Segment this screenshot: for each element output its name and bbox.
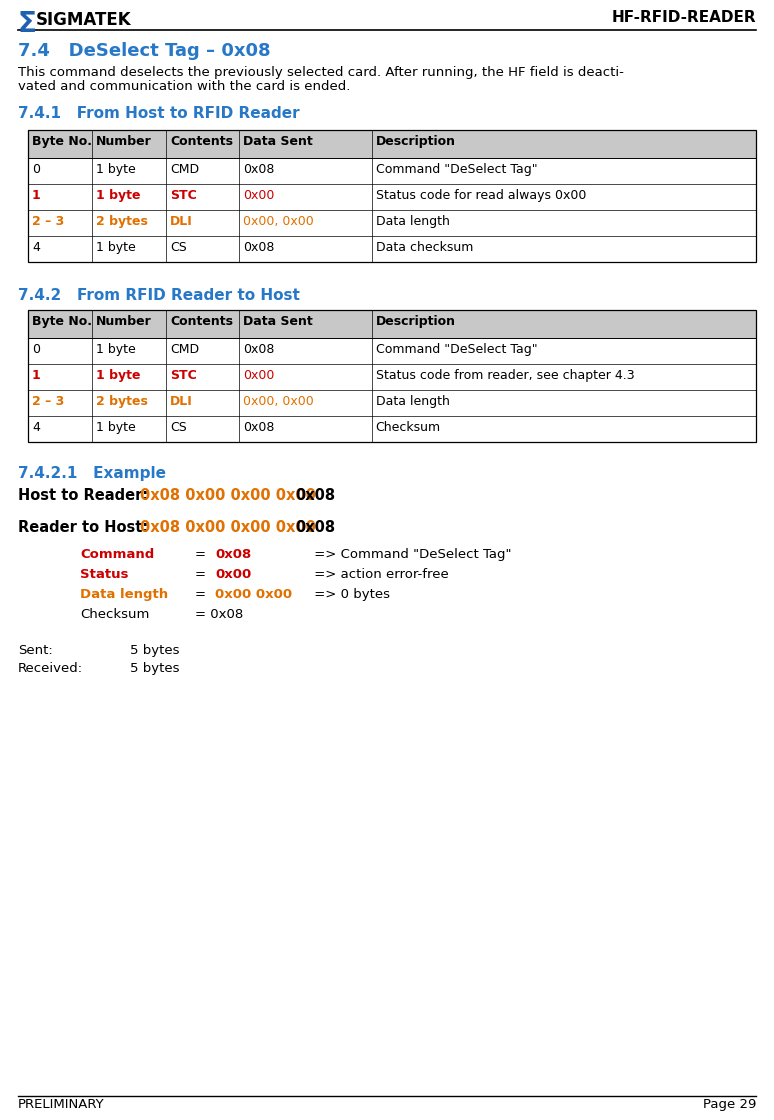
Text: 4: 4: [32, 421, 40, 435]
Text: Data Sent: Data Sent: [243, 136, 313, 148]
Text: 2 – 3: 2 – 3: [32, 215, 64, 228]
Text: 4: 4: [32, 241, 40, 254]
Text: 0x08: 0x08: [243, 343, 275, 356]
Text: 7.4.2   From RFID Reader to Host: 7.4.2 From RFID Reader to Host: [18, 288, 300, 304]
Text: SIGMATEK: SIGMATEK: [36, 11, 132, 29]
Text: Data length: Data length: [80, 588, 168, 601]
Bar: [28, 184, 756, 211]
Text: 0x08: 0x08: [295, 488, 335, 503]
Text: 0x00: 0x00: [243, 189, 275, 202]
Text: DLI: DLI: [170, 395, 193, 408]
Text: 0x00 0x00: 0x00 0x00: [215, 588, 292, 601]
Bar: [28, 130, 756, 262]
Text: 0x00, 0x00: 0x00, 0x00: [243, 395, 314, 408]
Text: 0x00: 0x00: [243, 368, 275, 382]
Text: Data Sent: Data Sent: [243, 315, 313, 328]
Text: This command deselects the previously selected card. After running, the HF field: This command deselects the previously se…: [18, 66, 624, 80]
Text: 1 byte: 1 byte: [96, 368, 141, 382]
Bar: [28, 390, 756, 416]
Text: Σ: Σ: [18, 10, 37, 38]
Text: Command "DeSelect Tag": Command "DeSelect Tag": [375, 164, 537, 176]
Text: 5 bytes: 5 bytes: [130, 644, 180, 657]
Text: =: =: [195, 588, 211, 601]
Text: =: =: [195, 548, 206, 561]
Text: vated and communication with the card is ended.: vated and communication with the card is…: [18, 80, 351, 93]
Bar: [28, 211, 756, 236]
Text: Host to Reader:: Host to Reader:: [18, 488, 149, 503]
Text: Status: Status: [80, 568, 128, 581]
Text: 0x08: 0x08: [243, 241, 275, 254]
Text: => 0 bytes: => 0 bytes: [310, 588, 390, 601]
Text: => Command "DeSelect Tag": => Command "DeSelect Tag": [310, 548, 512, 561]
Text: Number: Number: [96, 315, 152, 328]
Text: => action error-free: => action error-free: [310, 568, 449, 581]
Text: CS: CS: [170, 241, 187, 254]
Text: 0x08: 0x08: [243, 164, 275, 176]
Bar: [28, 338, 756, 364]
Bar: [28, 310, 756, 338]
Text: 2 bytes: 2 bytes: [96, 215, 148, 228]
Text: 2 bytes: 2 bytes: [96, 395, 148, 408]
Text: Number: Number: [96, 136, 152, 148]
Text: Sent:: Sent:: [18, 644, 53, 657]
Text: Checksum: Checksum: [375, 421, 440, 435]
Bar: [28, 236, 756, 262]
Text: 0x00: 0x00: [215, 568, 252, 581]
Text: Checksum: Checksum: [80, 608, 149, 620]
Bar: [28, 416, 756, 442]
Text: Received:: Received:: [18, 662, 83, 675]
Text: DLI: DLI: [170, 215, 193, 228]
Text: Data length: Data length: [375, 215, 450, 228]
Text: 0x08: 0x08: [215, 548, 252, 561]
Text: 1: 1: [32, 368, 41, 382]
Text: 0: 0: [32, 164, 40, 176]
Text: 0x00, 0x00: 0x00, 0x00: [243, 215, 314, 228]
Text: =: =: [195, 568, 206, 581]
Text: Contents: Contents: [170, 315, 233, 328]
Bar: [28, 310, 756, 442]
Text: Description: Description: [375, 136, 456, 148]
Text: HF-RFID-READER: HF-RFID-READER: [611, 10, 756, 25]
Text: CMD: CMD: [170, 164, 200, 176]
Text: Description: Description: [375, 315, 456, 328]
Text: PRELIMINARY: PRELIMINARY: [18, 1098, 104, 1111]
Text: 5 bytes: 5 bytes: [130, 662, 180, 675]
Text: 0: 0: [32, 343, 40, 356]
Text: Status code for read always 0x00: Status code for read always 0x00: [375, 189, 586, 202]
Bar: [28, 364, 756, 390]
Text: 1: 1: [32, 189, 41, 202]
Text: Data length: Data length: [375, 395, 450, 408]
Text: Command: Command: [80, 548, 154, 561]
Text: 7.4   DeSelect Tag – 0x08: 7.4 DeSelect Tag – 0x08: [18, 41, 271, 60]
Text: Reader to Host:: Reader to Host:: [18, 520, 149, 535]
Text: Status code from reader, see chapter 4.3: Status code from reader, see chapter 4.3: [375, 368, 634, 382]
Text: CS: CS: [170, 421, 187, 435]
Bar: [28, 130, 756, 158]
Text: STC: STC: [170, 368, 197, 382]
Text: 7.4.1   From Host to RFID Reader: 7.4.1 From Host to RFID Reader: [18, 106, 300, 121]
Text: 1 byte: 1 byte: [96, 164, 135, 176]
Text: Command "DeSelect Tag": Command "DeSelect Tag": [375, 343, 537, 356]
Text: 2 – 3: 2 – 3: [32, 395, 64, 408]
Text: 0x08: 0x08: [295, 520, 335, 535]
Text: 1 byte: 1 byte: [96, 343, 135, 356]
Bar: [28, 158, 756, 184]
Text: 1 byte: 1 byte: [96, 189, 141, 202]
Text: 1 byte: 1 byte: [96, 421, 135, 435]
Text: 0x08 0x00 0x00 0x00: 0x08 0x00 0x00 0x00: [140, 488, 316, 503]
Text: 7.4.2.1   Example: 7.4.2.1 Example: [18, 466, 166, 480]
Text: Byte No.: Byte No.: [32, 315, 92, 328]
Text: Page 29: Page 29: [703, 1098, 756, 1111]
Text: CMD: CMD: [170, 343, 200, 356]
Text: Contents: Contents: [170, 136, 233, 148]
Text: STC: STC: [170, 189, 197, 202]
Text: 0x08: 0x08: [243, 421, 275, 435]
Text: Byte No.: Byte No.: [32, 136, 92, 148]
Text: = 0x08: = 0x08: [195, 608, 243, 620]
Text: 0x08 0x00 0x00 0x00: 0x08 0x00 0x00 0x00: [140, 520, 316, 535]
Text: Data checksum: Data checksum: [375, 241, 473, 254]
Text: 1 byte: 1 byte: [96, 241, 135, 254]
